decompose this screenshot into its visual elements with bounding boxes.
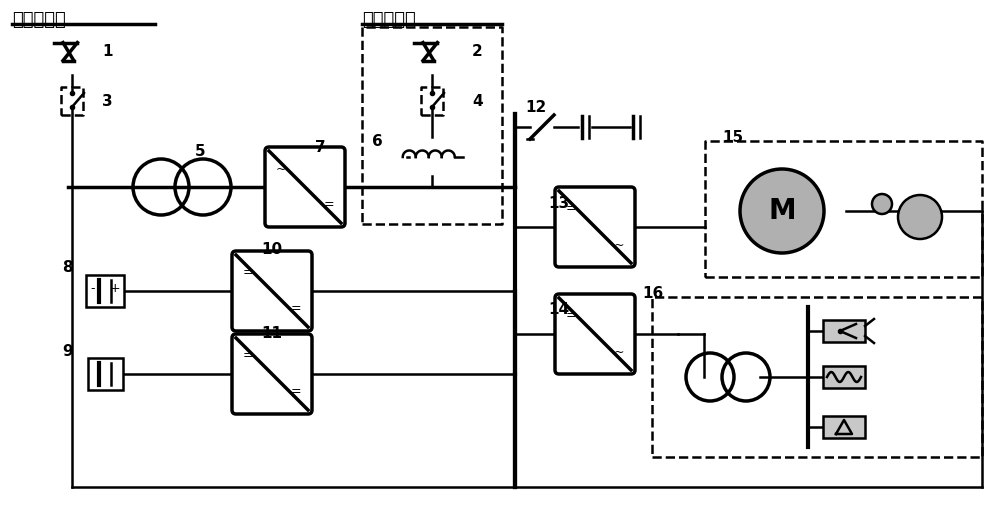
Text: 直流牵引网: 直流牵引网 — [362, 11, 416, 29]
Text: 2: 2 — [472, 43, 483, 59]
Bar — [823, 416, 865, 438]
Text: 3: 3 — [102, 94, 113, 108]
Circle shape — [740, 169, 824, 253]
Text: =: = — [566, 309, 577, 323]
Bar — [88, 358, 122, 390]
Text: 6: 6 — [372, 133, 383, 149]
Text: 4: 4 — [472, 94, 483, 108]
Text: +: + — [109, 282, 120, 295]
Text: 10: 10 — [261, 242, 283, 257]
Text: =: = — [243, 350, 254, 362]
Text: =: = — [290, 386, 301, 398]
Text: =: = — [243, 267, 254, 279]
Text: 交流牵引网: 交流牵引网 — [12, 11, 66, 29]
Circle shape — [872, 194, 892, 214]
FancyBboxPatch shape — [232, 334, 312, 414]
Text: =: = — [566, 203, 577, 215]
Text: =: = — [290, 303, 301, 315]
Text: 13: 13 — [548, 196, 569, 211]
Text: =: = — [323, 198, 334, 212]
Text: 15: 15 — [722, 130, 743, 144]
Text: 11: 11 — [262, 325, 283, 341]
Text: 5: 5 — [195, 143, 206, 159]
Text: ~: ~ — [614, 239, 624, 251]
Bar — [823, 320, 865, 342]
Text: 14: 14 — [548, 302, 569, 316]
Text: 16: 16 — [642, 287, 663, 302]
Bar — [823, 366, 865, 388]
Text: 9: 9 — [62, 343, 73, 359]
Text: 12: 12 — [525, 99, 546, 114]
FancyBboxPatch shape — [232, 251, 312, 331]
FancyBboxPatch shape — [555, 294, 635, 374]
Circle shape — [898, 195, 942, 239]
Text: 8: 8 — [62, 260, 73, 275]
Text: M: M — [768, 197, 796, 225]
Bar — [86, 275, 124, 307]
Text: 1: 1 — [102, 43, 112, 59]
Text: 7: 7 — [315, 140, 326, 154]
FancyBboxPatch shape — [265, 147, 345, 227]
Text: ~: ~ — [614, 345, 624, 359]
FancyBboxPatch shape — [555, 187, 635, 267]
Text: ~: ~ — [276, 162, 287, 176]
Text: -: - — [90, 282, 95, 295]
